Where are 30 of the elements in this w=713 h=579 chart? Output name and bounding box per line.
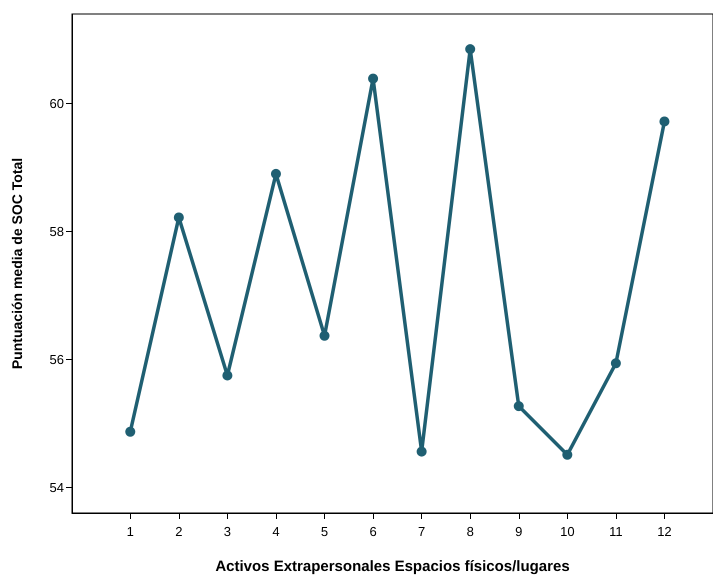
x-tick-label: 10 <box>560 524 575 539</box>
point <box>320 330 330 341</box>
y-tick-label: 60 <box>50 96 64 112</box>
point <box>659 116 670 126</box>
x-tick-label: 7 <box>418 524 426 539</box>
y-tick-label: 56 <box>50 352 64 367</box>
point <box>125 426 136 437</box>
point <box>610 358 621 368</box>
point <box>368 74 378 84</box>
x-tick-label: 11 <box>609 524 623 539</box>
point <box>465 44 476 54</box>
point <box>174 212 184 222</box>
y-axis-title: Puntuación media de SOC Total <box>9 158 25 370</box>
x-axis-title: Activos Extrapersonales Espacios físicos/lugares <box>215 558 570 575</box>
x-tick-label: 4 <box>272 524 280 539</box>
y-tick-label: 58 <box>50 224 64 240</box>
point <box>270 168 281 179</box>
x-tick-label: 1 <box>126 524 134 539</box>
point <box>416 446 427 457</box>
x-tick-label: 8 <box>466 524 474 539</box>
point <box>562 450 572 460</box>
x-tick-label: 2 <box>175 524 182 539</box>
x-tick-label: 5 <box>320 524 328 539</box>
x-tick-label: 3 <box>224 524 232 539</box>
x-tick-label: 9 <box>515 524 522 539</box>
x-tick-label: 6 <box>369 524 377 539</box>
point <box>514 401 524 412</box>
x-tick-label: 12 <box>657 524 672 539</box>
y-tick-label: 54 <box>50 480 64 495</box>
point <box>222 370 232 380</box>
